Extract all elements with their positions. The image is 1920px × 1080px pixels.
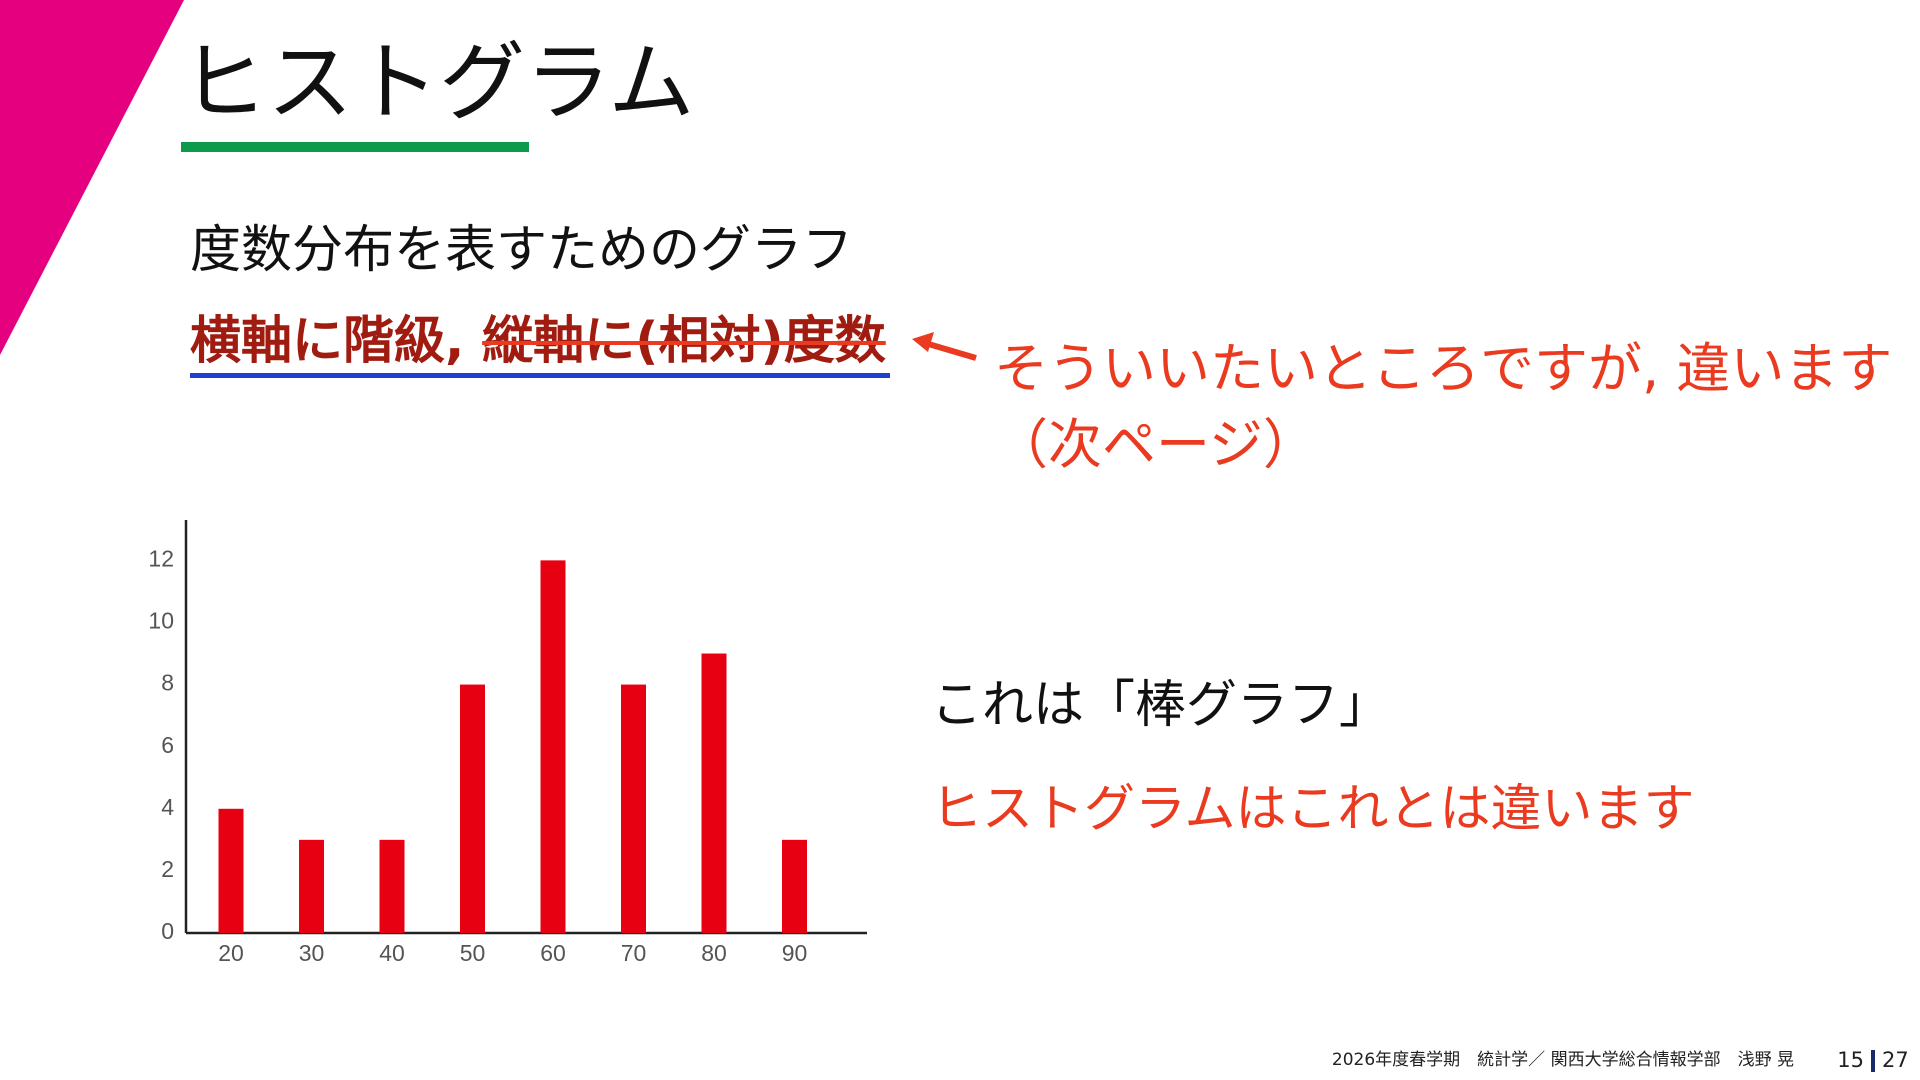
arrow-shaft <box>924 340 977 361</box>
x-tick-label: 30 <box>299 940 325 966</box>
y-tick-label: 4 <box>161 794 174 820</box>
caption: これは「棒グラフ」 <box>931 676 1391 735</box>
bar <box>621 684 646 933</box>
x-tick-label: 90 <box>782 940 808 966</box>
x-tick-label: 80 <box>701 940 727 966</box>
bar <box>540 560 566 933</box>
x-tick-label: 70 <box>621 940 647 966</box>
arrow-head <box>912 332 934 352</box>
note: そういいたいところですが, 違います <box>994 337 1893 400</box>
y-tick-label: 2 <box>161 856 174 882</box>
x-tick-label: 50 <box>460 940 486 966</box>
note: （次ページ） <box>994 413 1317 476</box>
caption: ヒストグラムはこれとは違います <box>931 780 1695 839</box>
bar <box>782 839 807 933</box>
page-number: 15 <box>1837 1048 1864 1072</box>
page-total: 27 <box>1882 1048 1909 1072</box>
bar <box>218 808 244 933</box>
x-tick-label: 20 <box>218 940 244 966</box>
x-tick-label: 40 <box>379 940 405 966</box>
page-separator <box>1871 1050 1875 1072</box>
bar <box>379 839 405 933</box>
corner-triangle <box>0 0 184 355</box>
y-tick-label: 0 <box>161 918 174 944</box>
footer-course: 2026年度春学期 統計学／ 関西大学総合情報学部 浅野 晃 <box>1331 1050 1794 1070</box>
y-tick-label: 10 <box>148 608 174 634</box>
y-tick-label: 8 <box>161 670 174 696</box>
slide-title: ヒストグラム <box>181 33 695 133</box>
x-tick-label: 60 <box>540 940 566 966</box>
bar <box>701 653 727 933</box>
struck-text: 縦軸に(相対)度数 <box>482 312 886 371</box>
y-tick-label: 12 <box>148 545 174 571</box>
text: 度数分布を表すためのグラフ <box>190 221 854 280</box>
text: 横軸に階級, <box>190 312 483 371</box>
bar <box>460 684 485 933</box>
bar <box>299 839 324 933</box>
title-underline <box>181 142 529 152</box>
y-tick-label: 6 <box>161 732 174 758</box>
underlined-text: 横軸に階級, 縦軸に(相対)度数 <box>190 316 890 378</box>
